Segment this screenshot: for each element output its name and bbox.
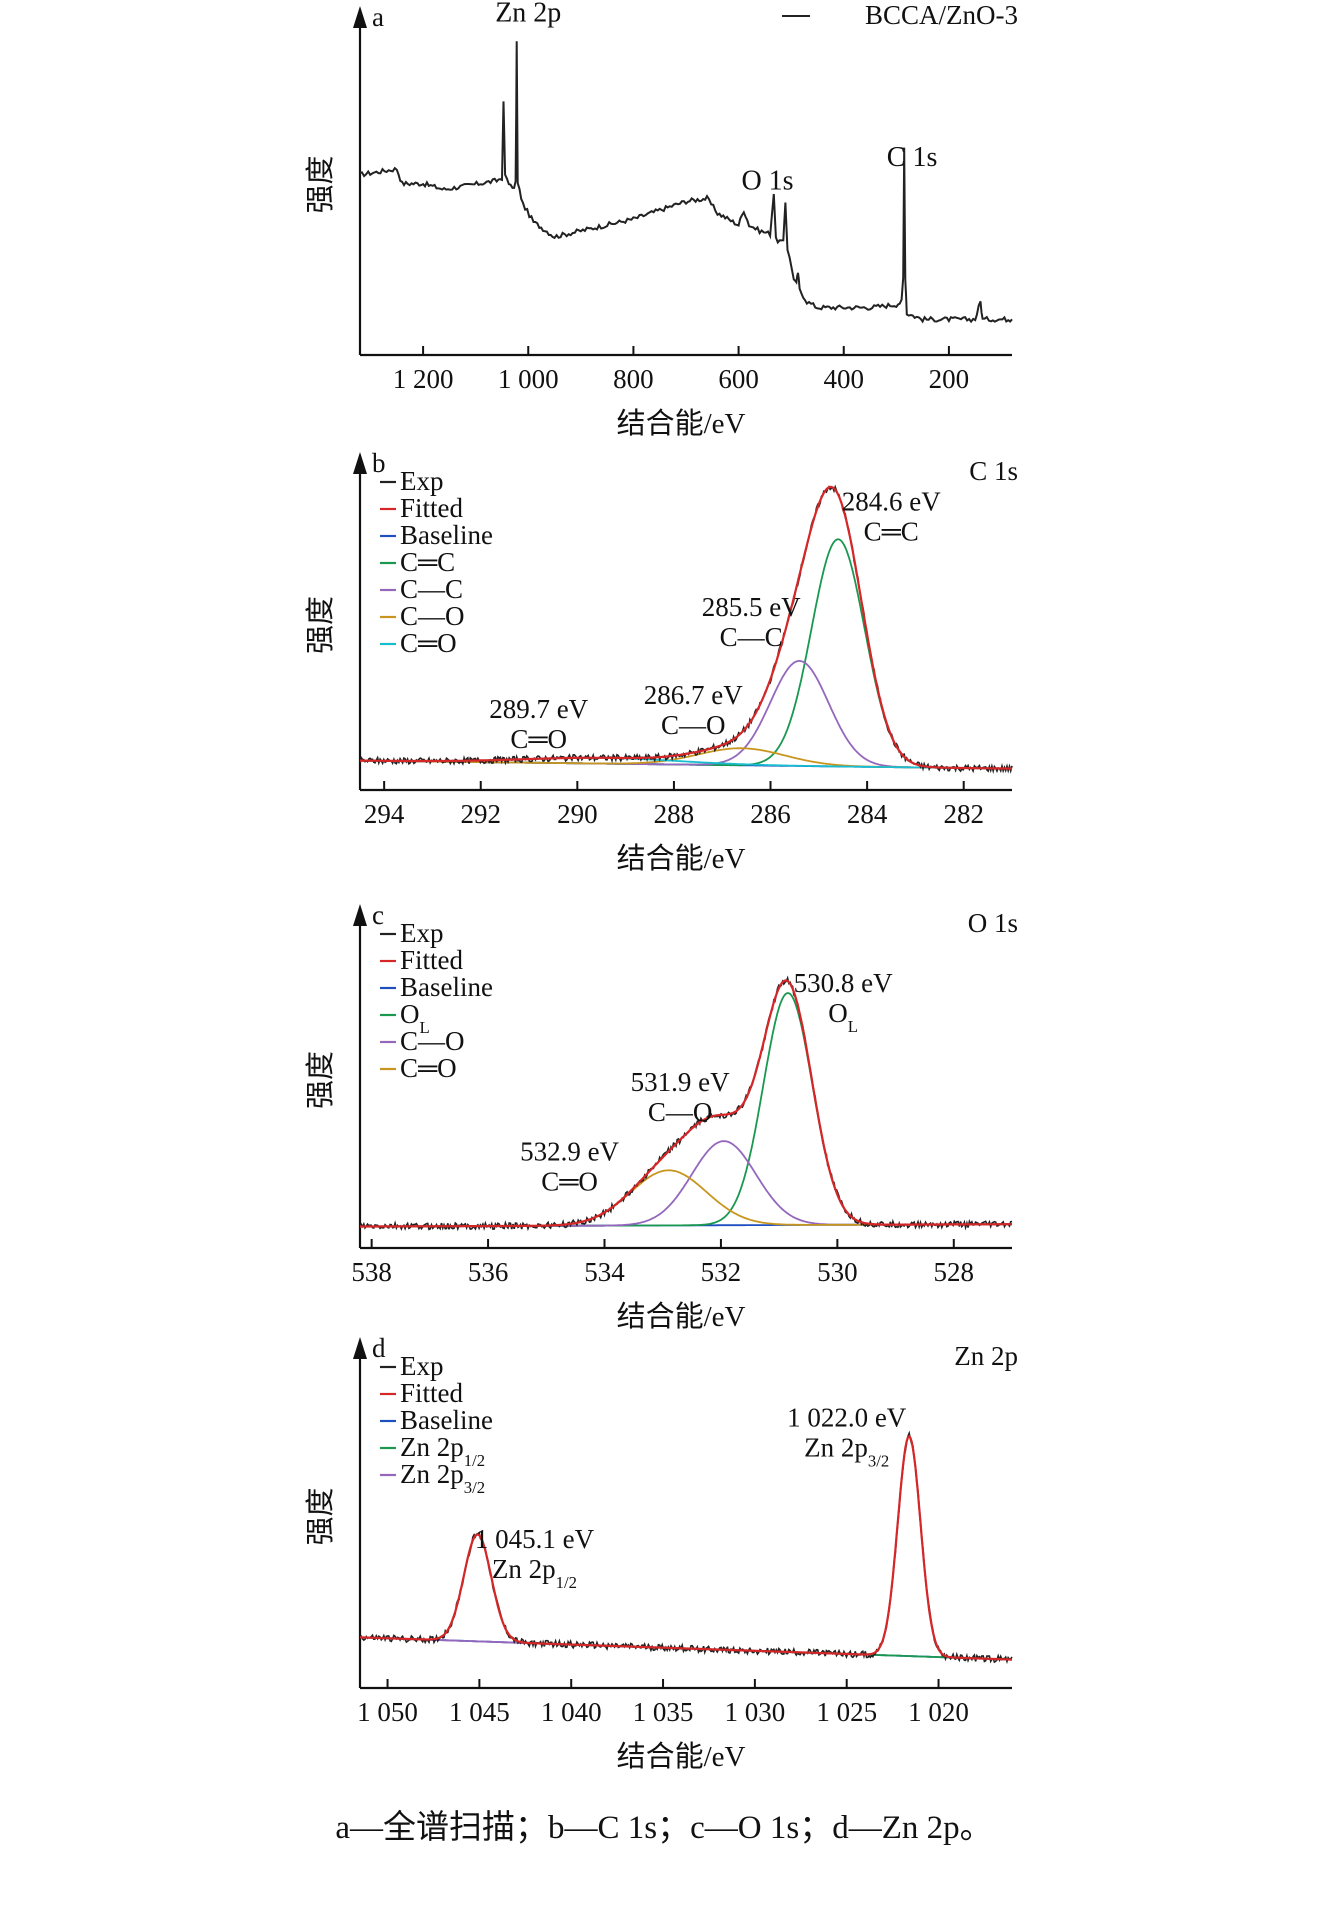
legend-label: Baseline xyxy=(400,1405,493,1435)
panel-label: a xyxy=(372,2,384,32)
x-tick-label: 600 xyxy=(718,364,759,394)
y-axis-label: 强度 xyxy=(304,596,337,654)
x-tick-label: 282 xyxy=(943,799,984,829)
panel-label: b xyxy=(372,448,386,478)
peak-annotation: O 1s xyxy=(741,166,793,197)
x-tick-label: 1 050 xyxy=(357,1697,418,1727)
peak-annotation: Zn 2p xyxy=(495,0,561,28)
x-tick-label: 286 xyxy=(750,799,791,829)
peak-annotation: Zn 2p1/2 xyxy=(492,1554,577,1592)
panel-d: d Zn 2p 1 050 1 045 1 040 1 035 1 030 1 025 1 02… xyxy=(304,1333,1018,1773)
peak-annotation: C—O xyxy=(648,1097,713,1127)
x-tick-label: 536 xyxy=(468,1257,509,1287)
y-axis-label: 强度 xyxy=(304,1487,337,1545)
x-tick-label: 1 025 xyxy=(816,1697,877,1727)
peak-annotation: C 1s xyxy=(887,142,938,173)
x-axis-label: 结合能/eV xyxy=(617,1740,746,1773)
x-tick-label: 800 xyxy=(613,364,654,394)
peak-annotation: 286.7 eV xyxy=(644,680,743,710)
panel-label: d xyxy=(372,1333,386,1363)
x-tick-label: 288 xyxy=(654,799,695,829)
peak-annotation: C—O xyxy=(661,710,726,740)
x-tick-label: 1 020 xyxy=(908,1697,969,1727)
peak-annotation: Zn 2p3/2 xyxy=(804,1432,889,1470)
legend-label: Fitted xyxy=(400,1378,464,1408)
x-tick-label: 532 xyxy=(701,1257,742,1287)
legend-label: Baseline xyxy=(400,972,493,1002)
peak-annotation: 532.9 eV xyxy=(520,1136,619,1166)
x-tick-label: 284 xyxy=(847,799,888,829)
peak-annotation: 531.9 eV xyxy=(631,1067,730,1097)
y-axis-label: 强度 xyxy=(304,155,337,213)
x-tick-label: 528 xyxy=(934,1257,975,1287)
y-axis-arrow xyxy=(353,452,367,474)
legend-label: Fitted xyxy=(400,945,464,975)
legend-label: Exp xyxy=(400,918,444,948)
figure-caption: a—全谱扫描；b—C 1s；c—O 1s；d—Zn 2p。 xyxy=(335,1810,993,1846)
panel-b: b C 1s 294 292 290 288 286 284 282 结合能/eV 强度 284.6 … xyxy=(304,448,1018,875)
legend-label: Zn 2p3/2 xyxy=(400,1459,485,1497)
y-axis-arrow xyxy=(353,6,367,28)
panel-label: c xyxy=(372,900,384,930)
series-line xyxy=(359,41,1013,324)
legend-label: C═C xyxy=(400,547,455,577)
x-tick-label: 530 xyxy=(817,1257,858,1287)
legend-label: C═O xyxy=(400,1053,457,1083)
x-axis-label: 结合能/eV xyxy=(617,842,746,875)
x-tick-label: 1 045 xyxy=(449,1697,510,1727)
peak-line xyxy=(360,1169,1012,1228)
y-axis-arrow xyxy=(353,1337,367,1359)
peak-annotation: 285.5 eV xyxy=(702,592,801,622)
peak-annotation: C═O xyxy=(541,1166,598,1196)
y-axis-arrow xyxy=(353,904,367,926)
x-tick-label: 1 200 xyxy=(393,364,454,394)
legend-label: C—O xyxy=(400,1026,465,1056)
peak-line xyxy=(359,747,1012,770)
chart-title: Zn 2p xyxy=(954,1341,1018,1371)
x-tick-label: 534 xyxy=(584,1257,625,1287)
x-tick-label: 1 030 xyxy=(724,1697,785,1727)
peak-annotation: 284.6 eV xyxy=(842,487,941,517)
peak-annotation: C═C xyxy=(864,517,919,547)
legend-label: BCCA/ZnO-3 xyxy=(865,0,1018,30)
legend-label: C═O xyxy=(400,628,457,658)
x-tick-label: 1 000 xyxy=(498,364,559,394)
fitted-line xyxy=(359,1434,1012,1661)
legend-label: OL xyxy=(400,999,430,1037)
x-tick-label: 538 xyxy=(351,1257,392,1287)
x-axis-label: 结合能/eV xyxy=(617,1300,746,1333)
peak-annotation: 1 045.1 eV xyxy=(475,1524,595,1554)
legend-label: Baseline xyxy=(400,520,493,550)
x-tick-label: 400 xyxy=(823,364,864,394)
x-tick-label: 200 xyxy=(929,364,970,394)
fitted-line xyxy=(360,485,1012,770)
legend-label: Fitted xyxy=(400,493,464,523)
x-tick-label: 292 xyxy=(460,799,501,829)
x-tick-label: 1 040 xyxy=(541,1697,602,1727)
peak-annotation: 1 022.0 eV xyxy=(787,1402,907,1432)
peak-annotation: C═O xyxy=(510,724,567,754)
chart-title: C 1s xyxy=(969,456,1018,486)
x-tick-label: 294 xyxy=(364,799,405,829)
peak-annotation: 530.8 eV xyxy=(794,968,893,998)
panel-a: a 1 200 1 000 800 600 400 200 结合能/eV 强度 Zn 2p O 1s… xyxy=(304,0,1018,440)
chart-title: O 1s xyxy=(968,908,1018,938)
legend-label: C—O xyxy=(400,601,465,631)
legend-label: Exp xyxy=(400,1351,444,1381)
peak-annotation: C—C xyxy=(720,622,783,652)
x-axis-label: 结合能/eV xyxy=(617,407,746,440)
legend-label: Exp xyxy=(400,466,444,496)
y-axis-label: 强度 xyxy=(304,1051,337,1109)
x-tick-label: 290 xyxy=(557,799,598,829)
fitted-line xyxy=(360,979,1012,1228)
peak-annotation: 289.7 eV xyxy=(489,694,588,724)
peak-line xyxy=(360,1140,1012,1228)
legend-label: C—C xyxy=(400,574,463,604)
peak-annotation: OL xyxy=(828,998,858,1035)
x-tick-label: 1 035 xyxy=(633,1697,694,1727)
legend-label: Zn 2p1/2 xyxy=(400,1432,485,1470)
